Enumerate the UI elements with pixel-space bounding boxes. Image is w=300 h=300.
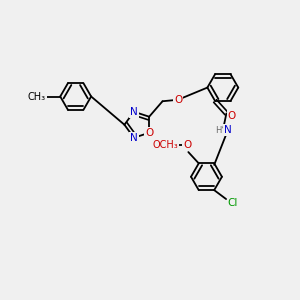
Text: N: N <box>130 133 138 143</box>
Text: OCH₃: OCH₃ <box>153 140 178 150</box>
Text: N: N <box>130 107 138 117</box>
Text: O: O <box>145 128 153 138</box>
Text: Cl: Cl <box>227 198 238 208</box>
Text: H: H <box>215 126 221 135</box>
Text: N: N <box>224 125 232 135</box>
Text: O: O <box>174 95 182 105</box>
Text: CH₃: CH₃ <box>28 92 46 101</box>
Text: O: O <box>183 140 192 150</box>
Text: O: O <box>228 111 236 121</box>
